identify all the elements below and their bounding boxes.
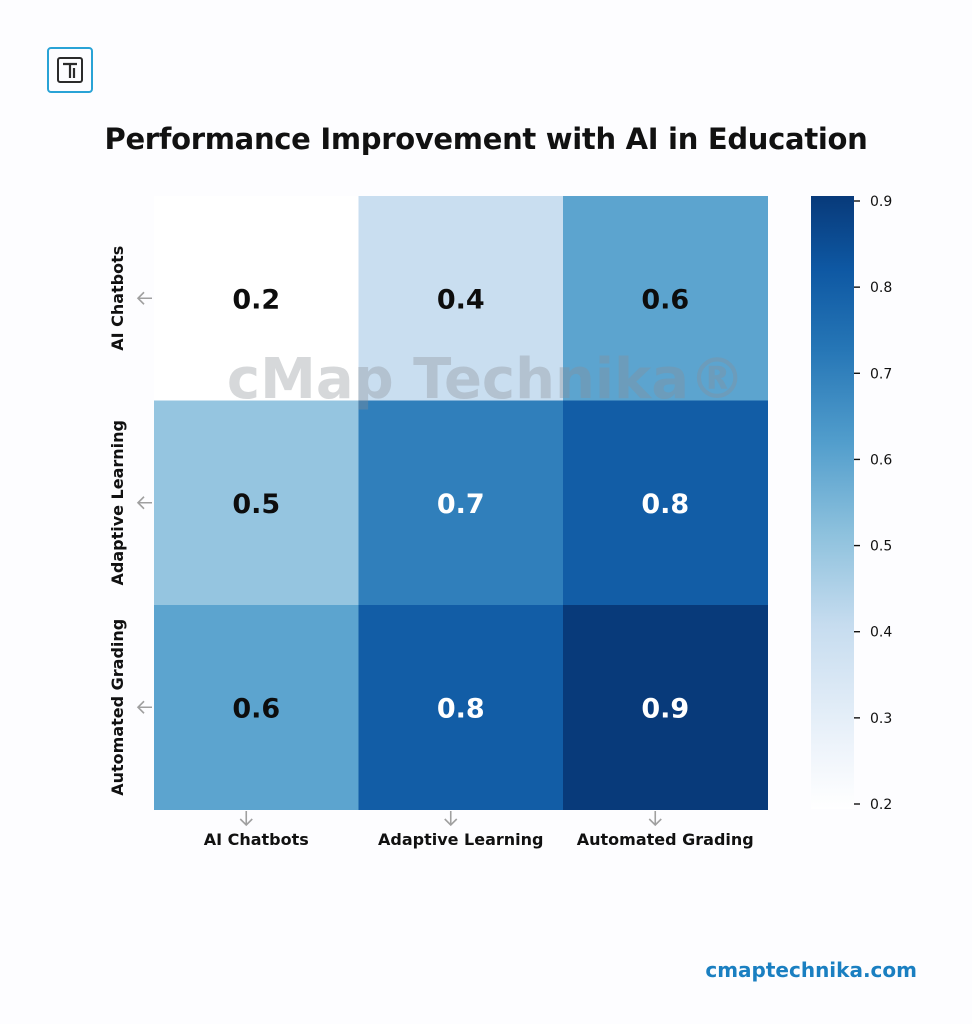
website-link[interactable]: cmaptechnika.com [705, 958, 917, 982]
cell-value-label: 0.8 [437, 693, 485, 724]
watermark-text: cMap Technika® [227, 347, 745, 412]
colorbar-tick-label: 0.7 [870, 366, 892, 382]
heatmap-cell-r0-c1 [358, 196, 564, 401]
y-axis-label: Automated Grading [108, 619, 127, 796]
arrow-down-icon [444, 811, 458, 827]
colorbar-tick-label: 0.9 [870, 194, 892, 210]
cell-value-label: 0.2 [232, 284, 280, 315]
colorbar-tick-label: 0.3 [870, 711, 892, 727]
colorbar-tick-label: 0.6 [870, 452, 892, 468]
cell-value-label: 0.5 [232, 489, 280, 520]
cmap-technika-logo-icon [47, 47, 93, 93]
arrow-down-icon [648, 811, 662, 827]
x-axis-label: AI Chatbots [204, 830, 309, 849]
arrow-left-icon [136, 291, 152, 305]
y-axis-label: AI Chatbots [108, 246, 127, 351]
heatmap-cell-r2-c0 [154, 605, 359, 810]
heatmap-cell-r1-c0 [154, 400, 359, 606]
cell-value-label: 0.9 [641, 693, 689, 724]
colorbar-tick-label: 0.4 [870, 625, 892, 641]
colorbar [811, 196, 854, 809]
x-axis-label: Automated Grading [577, 830, 754, 849]
arrow-left-icon [136, 700, 152, 714]
heatmap-cell-r0-c2 [563, 196, 768, 401]
colorbar-tick-label: 0.2 [870, 797, 892, 813]
heatmap-cell-r2-c1 [358, 605, 564, 810]
heatmap-cell-r1-c2 [563, 400, 768, 606]
x-axis-label: Adaptive Learning [378, 830, 544, 849]
arrow-left-icon [136, 496, 152, 510]
arrow-down-icon [239, 811, 253, 827]
heatmap-cell-r1-c1 [358, 400, 564, 606]
y-axis-label: Adaptive Learning [108, 420, 127, 586]
heatmap-cell-r2-c2 [563, 605, 768, 810]
cell-value-label: 0.6 [232, 693, 280, 724]
cell-value-label: 0.8 [641, 489, 689, 520]
cell-value-label: 0.7 [437, 489, 485, 520]
colorbar-tick-label: 0.8 [870, 280, 892, 296]
cell-value-label: 0.4 [437, 284, 485, 315]
heatmap-cell-r0-c0 [154, 196, 359, 401]
chart-title: Performance Improvement with AI in Educa… [104, 122, 868, 156]
colorbar-tick-label: 0.5 [870, 539, 892, 555]
logo-glyph-icon [57, 57, 83, 83]
cell-value-label: 0.6 [641, 284, 689, 315]
